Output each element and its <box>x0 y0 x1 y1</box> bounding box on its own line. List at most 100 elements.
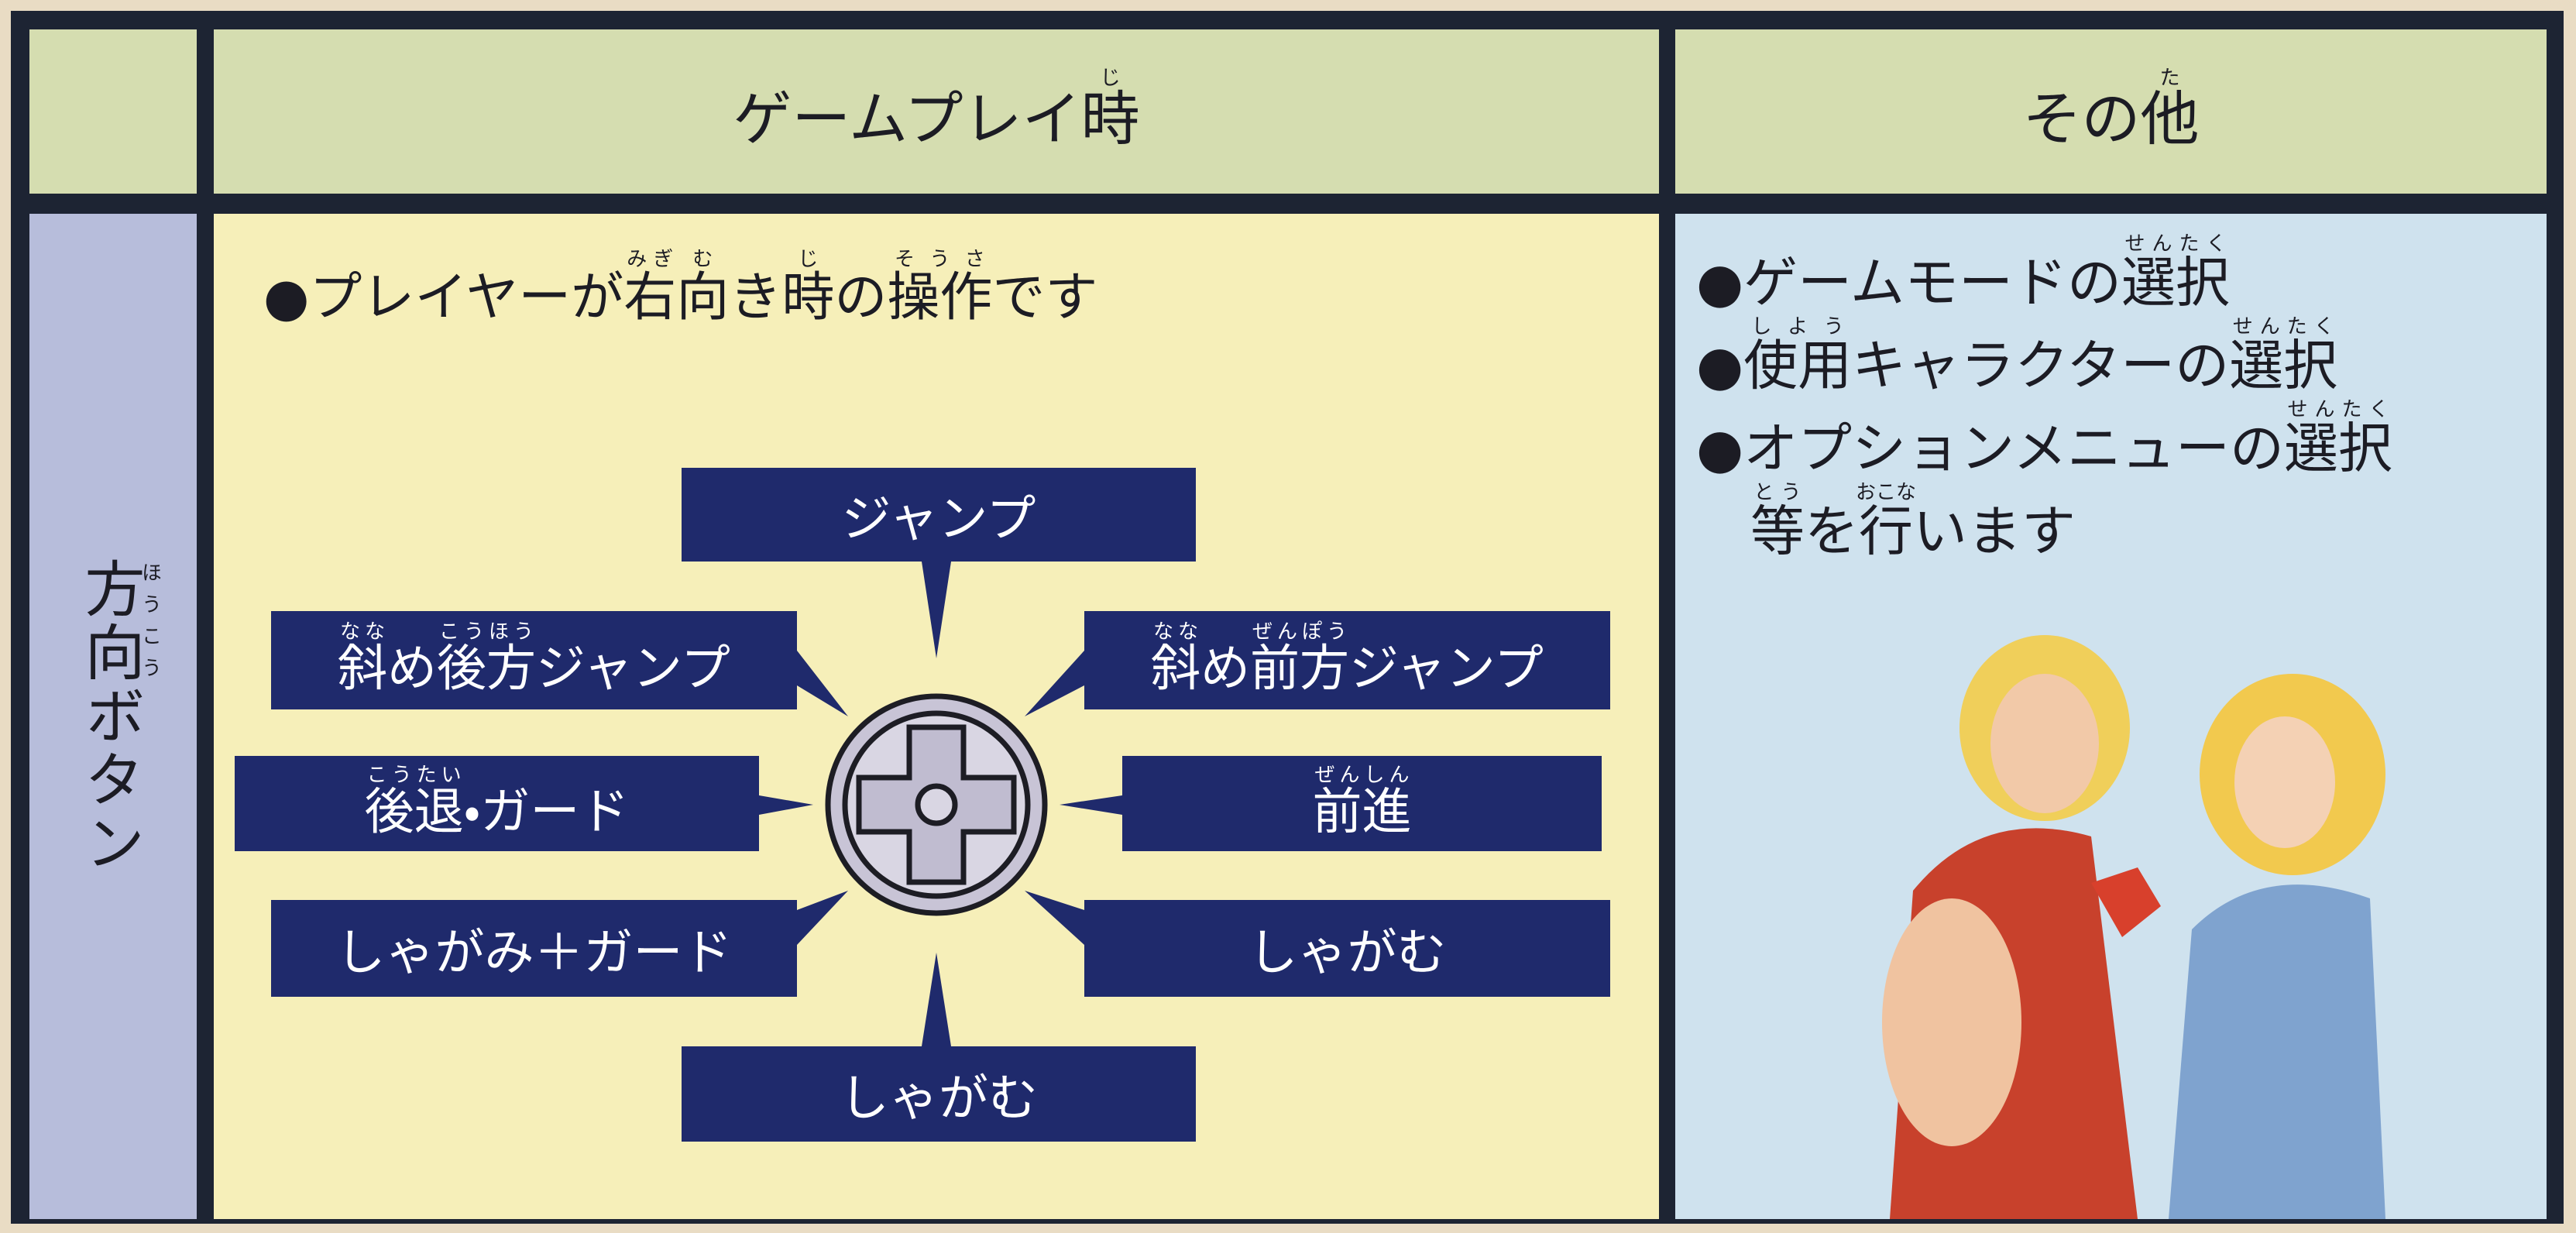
direction-label: しゃがむ <box>1084 900 1610 997</box>
pointer <box>1060 795 1122 815</box>
furigana: こうほう <box>437 620 537 644</box>
ruby-text: 等とう <box>1750 481 1805 563</box>
ruby-base: 等 <box>1750 500 1805 563</box>
ruby-text: 選択せんたく <box>2284 398 2392 480</box>
text-line: 斜ななめ前方ぜんぽうジャンプ <box>1151 620 1544 700</box>
text-line: 等とうを行おこないます <box>1750 481 2076 563</box>
ruby-text: 後方こうほう <box>437 620 537 698</box>
furigana: みぎ <box>623 248 677 271</box>
furigana: なな <box>1151 620 1201 644</box>
furigana: む <box>676 248 730 271</box>
furigana: しよう <box>1743 315 1853 338</box>
text-line: 後退こうたい・ガード <box>365 764 630 843</box>
text: ボタン <box>74 685 145 875</box>
pointer <box>922 562 951 658</box>
text-line: ●プレイヤーが右みぎ向むき時じの操作そうさです <box>263 248 1097 328</box>
text-line: ゲームプレイ時じ <box>733 67 1139 156</box>
text: ゲームプレイ <box>733 84 1081 153</box>
direction-label: しゃがみ＋ガード <box>271 900 797 997</box>
ruby-base: 使用 <box>1743 334 1853 397</box>
ruby-text: 他た <box>2140 67 2200 153</box>
ruby-text: 前方ぜんぽう <box>1250 620 1349 698</box>
direction-label: 斜ななめ後方こうほうジャンプ <box>271 611 797 709</box>
ruby-base: 選択 <box>2229 334 2338 397</box>
text-line: 方向ほうこうボタン <box>67 558 162 875</box>
text-line: 前進ぜんしん <box>1313 764 1412 843</box>
direction-label: ジャンプ <box>682 468 1196 562</box>
text: き <box>729 267 782 328</box>
ruby-base: 方向 <box>74 558 145 685</box>
direction-label: 斜ななめ前方ぜんぽうジャンプ <box>1084 611 1610 709</box>
illustration <box>1882 635 2385 1219</box>
pointers <box>759 562 1122 1046</box>
text-line: 斜ななめ後方こうほうジャンプ <box>338 620 730 700</box>
furigana: なな <box>338 620 388 644</box>
text: ジャンプ <box>536 641 730 698</box>
list-item: ●オプションメニューの選択せんたく <box>1696 398 2392 481</box>
text: ・ガード <box>463 784 630 841</box>
ruby-text: 前進ぜんしん <box>1312 764 1412 841</box>
ruby-base: 斜 <box>338 641 388 698</box>
ruby-base: 時 <box>1080 84 1140 153</box>
ruby-base: 他 <box>2140 84 2200 153</box>
furigana: ぜんぽう <box>1250 620 1350 644</box>
list-item: 等とうを行おこないます <box>1696 481 2392 564</box>
ruby-text: 斜なな <box>1151 620 1201 698</box>
row-label: 方向ほうこうボタン <box>29 214 197 1219</box>
text: の <box>834 267 888 328</box>
ruby-text: 右みぎ <box>623 248 676 328</box>
direction-label: しゃがむ <box>682 1046 1196 1142</box>
text: しゃがみ＋ガード <box>335 924 733 982</box>
furigana: じ <box>1080 67 1140 90</box>
ruby-base: 選択 <box>2121 251 2230 314</box>
ruby-base: 前進 <box>1312 784 1412 841</box>
corner-cell <box>29 29 197 194</box>
ruby-base: 行 <box>1856 500 1916 563</box>
furigana: じ <box>781 248 835 271</box>
text: を <box>1805 500 1859 563</box>
pointer <box>797 651 848 716</box>
furigana: ぜんしん <box>1312 764 1412 787</box>
ruby-text: 時じ <box>781 248 834 328</box>
ruby-base: 後退 <box>364 784 464 841</box>
text-line: しゃがむ <box>1249 913 1447 984</box>
note: ●プレイヤーが右みぎ向むき時じの操作そうさです <box>263 248 1097 331</box>
ruby-base: 後方 <box>437 641 537 698</box>
text-line: しゃがみ＋ガード <box>336 913 733 984</box>
text: その <box>2022 84 2141 153</box>
text: ●オプションメニューの <box>1696 417 2284 480</box>
text: ジャンプ <box>1349 641 1544 698</box>
furigana: せんたく <box>2283 398 2392 421</box>
text: ●ゲームモードの <box>1696 251 2121 314</box>
ruby-text: 時じ <box>1080 67 1140 153</box>
list-item: ●ゲームモードの選択せんたく <box>1696 232 2392 315</box>
direction-label: 後退こうたい・ガード <box>235 756 759 851</box>
face <box>1990 674 2099 813</box>
pointer <box>922 953 951 1046</box>
text-line: ジャンプ <box>842 479 1036 551</box>
furigana: とう <box>1750 481 1805 504</box>
arm <box>1882 898 2021 1146</box>
text: ● <box>1696 334 1744 397</box>
ruby-base: 向 <box>676 267 730 328</box>
direction-label: 前進ぜんしん <box>1122 756 1602 851</box>
face <box>2234 716 2335 848</box>
ruby-text: 選択せんたく <box>2229 315 2338 397</box>
text-line: ●使用しようキャラクターの選択せんたく <box>1696 315 2338 397</box>
pointer <box>1025 891 1084 945</box>
text: キャラクターの <box>1852 334 2230 397</box>
ruby-text: 後退こうたい <box>364 764 464 841</box>
ruby-base: 斜 <box>1151 641 1201 698</box>
ruby-text: 方向ほうこう <box>74 558 162 685</box>
furigana: せんたく <box>2229 315 2338 338</box>
text-line: ●オプションメニューの選択せんたく <box>1696 398 2392 480</box>
dpad-center <box>915 783 958 826</box>
text-line: しゃがむ <box>840 1059 1038 1130</box>
text-line: ●ゲームモードの選択せんたく <box>1696 232 2230 314</box>
ruby-base: 操作 <box>887 267 993 328</box>
ruby-text: 斜なな <box>338 620 388 698</box>
furigana: せんたく <box>2121 232 2230 256</box>
text-line: その他た <box>2023 67 2200 156</box>
